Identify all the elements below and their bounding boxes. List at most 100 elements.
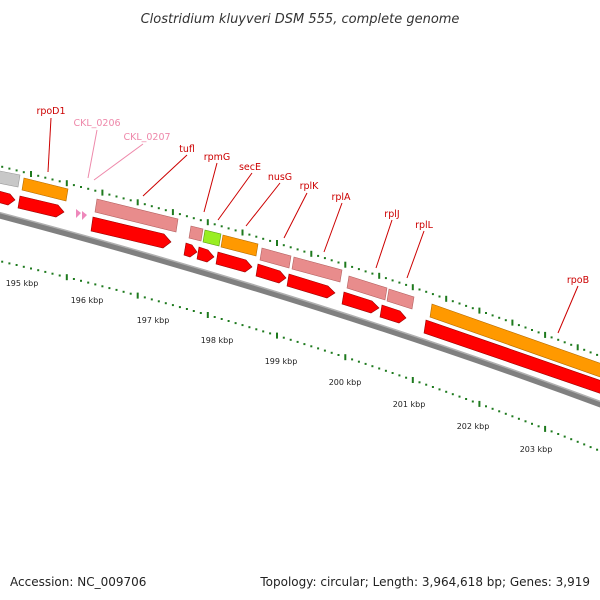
feature-rplA[interactable] xyxy=(291,256,343,283)
kbp-label-201: 201 kbp xyxy=(393,400,426,409)
scale-tick xyxy=(192,310,195,312)
cds-arrow-nusG[interactable] xyxy=(215,251,253,273)
cds-arrow-secE[interactable] xyxy=(196,246,215,263)
cds-arrow-rplK[interactable] xyxy=(255,263,287,284)
feature-tick xyxy=(276,240,278,246)
feature-tick xyxy=(471,307,474,310)
scale-tick xyxy=(30,267,32,270)
scale-tick xyxy=(262,330,265,333)
feature-tick xyxy=(37,174,40,177)
scale-tick xyxy=(51,272,54,275)
cds-chevron-CKL_0206[interactable] xyxy=(76,209,81,218)
feature-tick xyxy=(398,281,401,284)
feature-track-lower xyxy=(0,190,600,395)
scale-tick xyxy=(101,285,104,288)
feature-tick xyxy=(65,180,68,187)
feature-tick xyxy=(378,272,381,279)
feature-tick xyxy=(317,254,320,257)
feature-rplL[interactable] xyxy=(386,288,415,310)
feature-tick xyxy=(531,329,533,331)
feature-tick xyxy=(478,307,481,314)
scale-tick xyxy=(282,336,285,339)
feature-tick xyxy=(115,195,118,198)
gene-label-CKL_0207[interactable]: CKL_0207 xyxy=(123,132,170,143)
gene-label-rplJ[interactable]: rplJ xyxy=(384,209,399,220)
leader-secE xyxy=(217,172,253,221)
gene-label-rpmG[interactable]: rpmG xyxy=(204,152,231,163)
scale-tick xyxy=(596,448,599,451)
scale-tick xyxy=(150,298,153,301)
feature-tufl[interactable] xyxy=(94,198,179,233)
feature-tick xyxy=(371,272,374,275)
leader-rplA xyxy=(323,202,343,253)
scale-tick xyxy=(115,288,118,291)
feature-tick xyxy=(485,312,487,314)
feature-rplJ[interactable] xyxy=(346,275,388,301)
feature-tick xyxy=(544,331,547,338)
scale-tick xyxy=(524,420,527,423)
feature-tick xyxy=(227,227,230,230)
genome-backbone xyxy=(0,212,600,408)
feature-tick xyxy=(351,265,354,268)
feature-tick xyxy=(418,288,421,291)
scale-tick xyxy=(531,422,533,425)
cds-arrow-rpoB[interactable] xyxy=(423,319,600,395)
feature-rpmG[interactable] xyxy=(188,225,204,242)
feature-tick xyxy=(192,217,195,220)
scale-tick xyxy=(583,443,586,446)
scale-tick xyxy=(129,292,132,295)
scale-tick xyxy=(563,435,566,438)
feature-tick xyxy=(234,229,237,232)
feature-rpoB[interactable] xyxy=(429,303,600,378)
gene-label-rplA[interactable]: rplA xyxy=(331,192,351,203)
feature-tick xyxy=(537,331,540,334)
cds-arrow-rplJ[interactable] xyxy=(341,291,380,314)
gene-label-secE[interactable]: secE xyxy=(239,162,261,173)
cds-arrow-left-edge[interactable] xyxy=(0,190,16,206)
feature-tick xyxy=(583,348,586,351)
leader-nusG xyxy=(245,182,281,227)
feature-secE[interactable] xyxy=(202,229,222,247)
leader-rplL xyxy=(406,230,425,279)
feature-tick xyxy=(87,187,90,190)
feature-tick xyxy=(44,176,47,179)
feature-tick xyxy=(206,219,209,226)
gene-label-rpoB[interactable]: rpoB xyxy=(567,275,589,286)
feature-nusG[interactable] xyxy=(220,234,259,257)
cds-arrow-rpoD1[interactable] xyxy=(17,195,65,218)
cds-arrow-rpmG[interactable] xyxy=(183,242,198,258)
gene-label-rpoD1[interactable]: rpoD1 xyxy=(36,106,65,117)
scale-tick xyxy=(378,367,381,370)
feature-tick xyxy=(72,184,75,187)
scale-tick xyxy=(504,412,507,415)
feature-rpoD1[interactable] xyxy=(21,177,69,202)
leader-rplJ xyxy=(375,219,393,269)
feature-tick xyxy=(303,250,306,253)
feature-tick xyxy=(405,283,408,286)
gene-label-CKL_0206[interactable]: CKL_0206 xyxy=(73,118,120,129)
feature-rplK[interactable] xyxy=(259,247,292,269)
kbp-label-198: 198 kbp xyxy=(201,336,234,345)
kbp-label-200: 200 kbp xyxy=(329,378,362,387)
kbp-scale-labels: 195 kbp 196 kbp 197 kbp 198 kbp 199 kbp … xyxy=(6,279,553,454)
gene-label-rplL[interactable]: rplL xyxy=(415,220,434,231)
kbp-label-199: 199 kbp xyxy=(265,357,298,366)
scale-tick xyxy=(485,405,487,408)
gene-label-nusG[interactable]: nusG xyxy=(268,172,292,183)
scale-tick xyxy=(44,270,47,273)
cds-arrow-rplL[interactable] xyxy=(379,304,407,324)
scale-tick xyxy=(80,279,82,282)
scale-tick xyxy=(227,320,230,322)
feature-tick xyxy=(563,341,566,344)
feature-gray-block[interactable] xyxy=(0,170,21,188)
cds-arrow-rplA[interactable] xyxy=(286,273,336,299)
gene-label-tufl[interactable]: tufl xyxy=(179,144,195,155)
scale-tick xyxy=(94,283,97,286)
cds-arrow-tufl[interactable] xyxy=(90,216,172,249)
cds-chevron-CKL_0207[interactable] xyxy=(82,211,87,220)
scale-tick xyxy=(58,274,61,277)
feature-tick xyxy=(296,248,299,251)
gene-label-rplK[interactable]: rplK xyxy=(300,181,320,192)
scale-tick xyxy=(185,308,188,310)
